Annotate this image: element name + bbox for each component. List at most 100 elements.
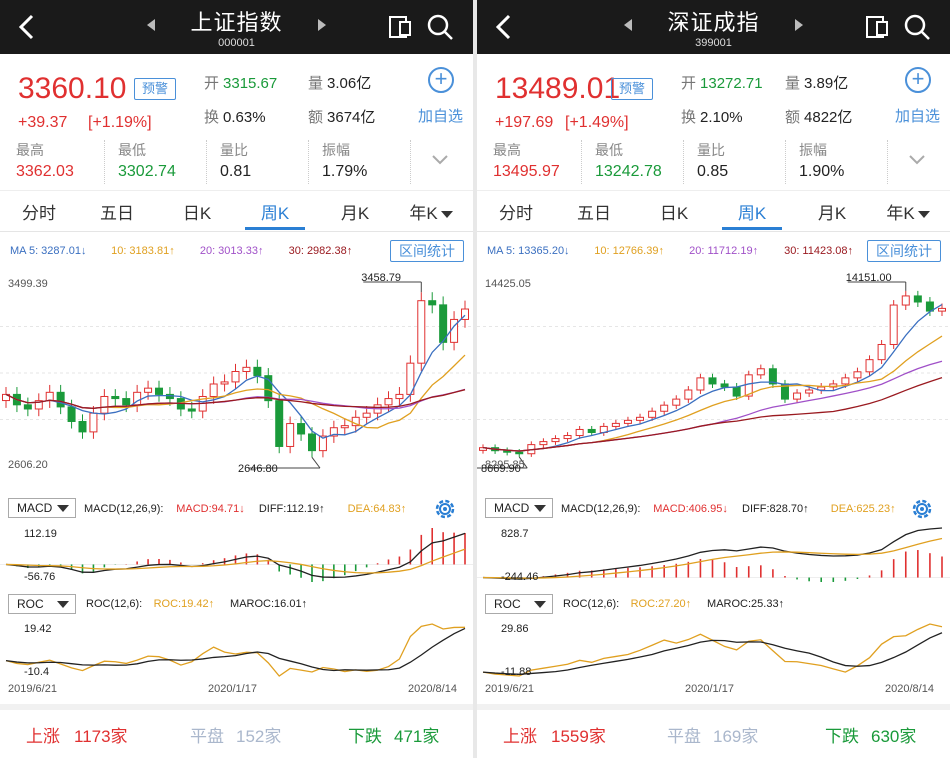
tab-five-day[interactable]: 五日 bbox=[100, 204, 134, 223]
index-title: 深证成指 bbox=[667, 10, 760, 35]
prev-triangle-icon[interactable] bbox=[147, 19, 155, 31]
candle-body bbox=[611, 422, 620, 427]
indicator-select-roc[interactable]: ROC bbox=[8, 594, 76, 614]
alert-button[interactable]: 预警 bbox=[134, 78, 176, 100]
current-price: 13489.01 bbox=[495, 72, 621, 105]
diff-value: DIFF:828.70↑ bbox=[742, 503, 809, 515]
candle-body bbox=[308, 433, 316, 452]
candle-body bbox=[756, 368, 765, 376]
candle-body bbox=[660, 404, 669, 412]
candle-body bbox=[575, 428, 584, 437]
tab-daily-k[interactable]: 日K bbox=[659, 204, 689, 223]
dropdown-icon bbox=[57, 601, 69, 608]
panel-shenzhen: 深证成指 399001 13489.01 预警 +197.69 [+1.49%]… bbox=[477, 0, 950, 758]
chevron-down-icon[interactable] bbox=[432, 154, 448, 166]
add-watchlist-button[interactable]: 加自选 bbox=[895, 108, 941, 125]
roc-params: ROC(12,6): bbox=[563, 598, 620, 610]
tab-weekly-k[interactable]: 周K bbox=[260, 204, 290, 223]
price-change-pct: [+1.49%] bbox=[565, 114, 629, 131]
roc-chart[interactable] bbox=[0, 616, 473, 682]
tab-five-day[interactable]: 五日 bbox=[577, 204, 611, 223]
next-triangle-icon[interactable] bbox=[318, 19, 326, 31]
candle-body bbox=[889, 304, 898, 345]
macd-chart[interactable] bbox=[0, 522, 473, 588]
flat-label: 平盘 bbox=[667, 727, 701, 746]
candle-body bbox=[242, 366, 251, 372]
date-label: 2019/6/21 bbox=[485, 683, 534, 695]
macd-axis-bottom: -244.46 bbox=[501, 571, 539, 583]
high-marker-label: 3458.79 bbox=[361, 272, 402, 284]
tab-yearly-k[interactable]: 年K bbox=[873, 199, 943, 224]
dea-value: DEA:64.83↑ bbox=[347, 503, 407, 515]
stat-low: 最低 13242.78 bbox=[595, 142, 662, 180]
chevron-down-icon[interactable] bbox=[909, 154, 925, 166]
candle-body bbox=[362, 412, 371, 418]
tab-intraday[interactable]: 分时 bbox=[22, 204, 56, 223]
candle-body bbox=[417, 300, 426, 364]
candle-body bbox=[732, 386, 741, 397]
stat-separator bbox=[887, 140, 888, 184]
share-icon[interactable] bbox=[865, 14, 891, 40]
candlestick-chart[interactable] bbox=[0, 266, 473, 491]
range-stats-button[interactable]: 区间统计 bbox=[867, 240, 941, 262]
roc-chart[interactable] bbox=[477, 616, 950, 682]
indicator-select-macd[interactable]: MACD bbox=[8, 498, 76, 518]
candle-body bbox=[231, 370, 240, 383]
stat-separator bbox=[683, 140, 684, 184]
active-tab-underline bbox=[722, 227, 782, 230]
candlestick-chart[interactable] bbox=[477, 266, 950, 491]
roc-line bbox=[5, 623, 466, 677]
share-icon[interactable] bbox=[388, 14, 414, 40]
back-icon[interactable] bbox=[14, 12, 40, 42]
candle-body bbox=[187, 408, 196, 412]
tab-yearly-k[interactable]: 年K bbox=[396, 199, 466, 224]
price-axis-top: 3499.39 bbox=[8, 278, 48, 290]
gear-icon[interactable] bbox=[909, 496, 935, 522]
stat-separator bbox=[104, 140, 105, 184]
amount-field: 额 4822亿 bbox=[785, 109, 853, 126]
roc-axis-bottom: -10.4 bbox=[24, 666, 50, 678]
tab-weekly-k[interactable]: 周K bbox=[737, 204, 767, 223]
panel-shanghai: 上证指数 000001 3360.10 预警 +39.37 [+1.19%] 开… bbox=[0, 0, 473, 758]
flat-label: 平盘 bbox=[190, 727, 224, 746]
search-icon[interactable] bbox=[903, 13, 931, 41]
candle-body bbox=[539, 441, 548, 446]
add-watchlist-button[interactable]: 加自选 bbox=[418, 108, 464, 125]
candle-body bbox=[45, 391, 54, 402]
indicator-select-macd[interactable]: MACD bbox=[485, 498, 553, 518]
candle-body bbox=[623, 419, 632, 424]
candle-body bbox=[805, 389, 814, 394]
tab-monthly-k[interactable]: 月K bbox=[340, 204, 370, 223]
tab-monthly-k[interactable]: 月K bbox=[817, 204, 847, 223]
ma10-line bbox=[482, 335, 943, 452]
ma20-value: 20: 3013.33↑ bbox=[199, 245, 264, 257]
prev-triangle-icon[interactable] bbox=[624, 19, 632, 31]
candle-body bbox=[275, 400, 284, 447]
indicator-select-roc[interactable]: ROC bbox=[485, 594, 553, 614]
tab-intraday[interactable]: 分时 bbox=[499, 204, 533, 223]
alert-button[interactable]: 预警 bbox=[611, 78, 653, 100]
amount-field: 额 3674亿 bbox=[308, 109, 376, 126]
back-icon[interactable] bbox=[491, 12, 517, 42]
turnover-field: 换 2.10% bbox=[681, 109, 743, 126]
down-count: 630家 bbox=[871, 727, 917, 746]
add-circle-icon[interactable]: + bbox=[905, 67, 931, 93]
gear-icon[interactable] bbox=[432, 496, 458, 522]
date-label: 2020/8/14 bbox=[408, 683, 457, 695]
add-circle-icon[interactable]: + bbox=[428, 67, 454, 93]
candle-body bbox=[395, 393, 404, 400]
candle-body bbox=[155, 387, 163, 395]
candle-body bbox=[793, 392, 802, 400]
next-triangle-icon[interactable] bbox=[795, 19, 803, 31]
tab-daily-k[interactable]: 日K bbox=[182, 204, 212, 223]
search-icon[interactable] bbox=[426, 13, 454, 41]
range-stats-button[interactable]: 区间统计 bbox=[390, 240, 464, 262]
candle-body bbox=[111, 395, 120, 400]
macd-chart[interactable] bbox=[477, 522, 950, 588]
flat-count: 152家 bbox=[236, 727, 282, 746]
quote-panel: 3360.10 预警 +39.37 [+1.19%] 开 3315.67 量 3.0… bbox=[0, 54, 473, 188]
candle-body bbox=[297, 423, 306, 435]
candle-body bbox=[264, 375, 273, 402]
candle-body bbox=[2, 393, 10, 402]
dropdown-icon bbox=[534, 601, 546, 608]
